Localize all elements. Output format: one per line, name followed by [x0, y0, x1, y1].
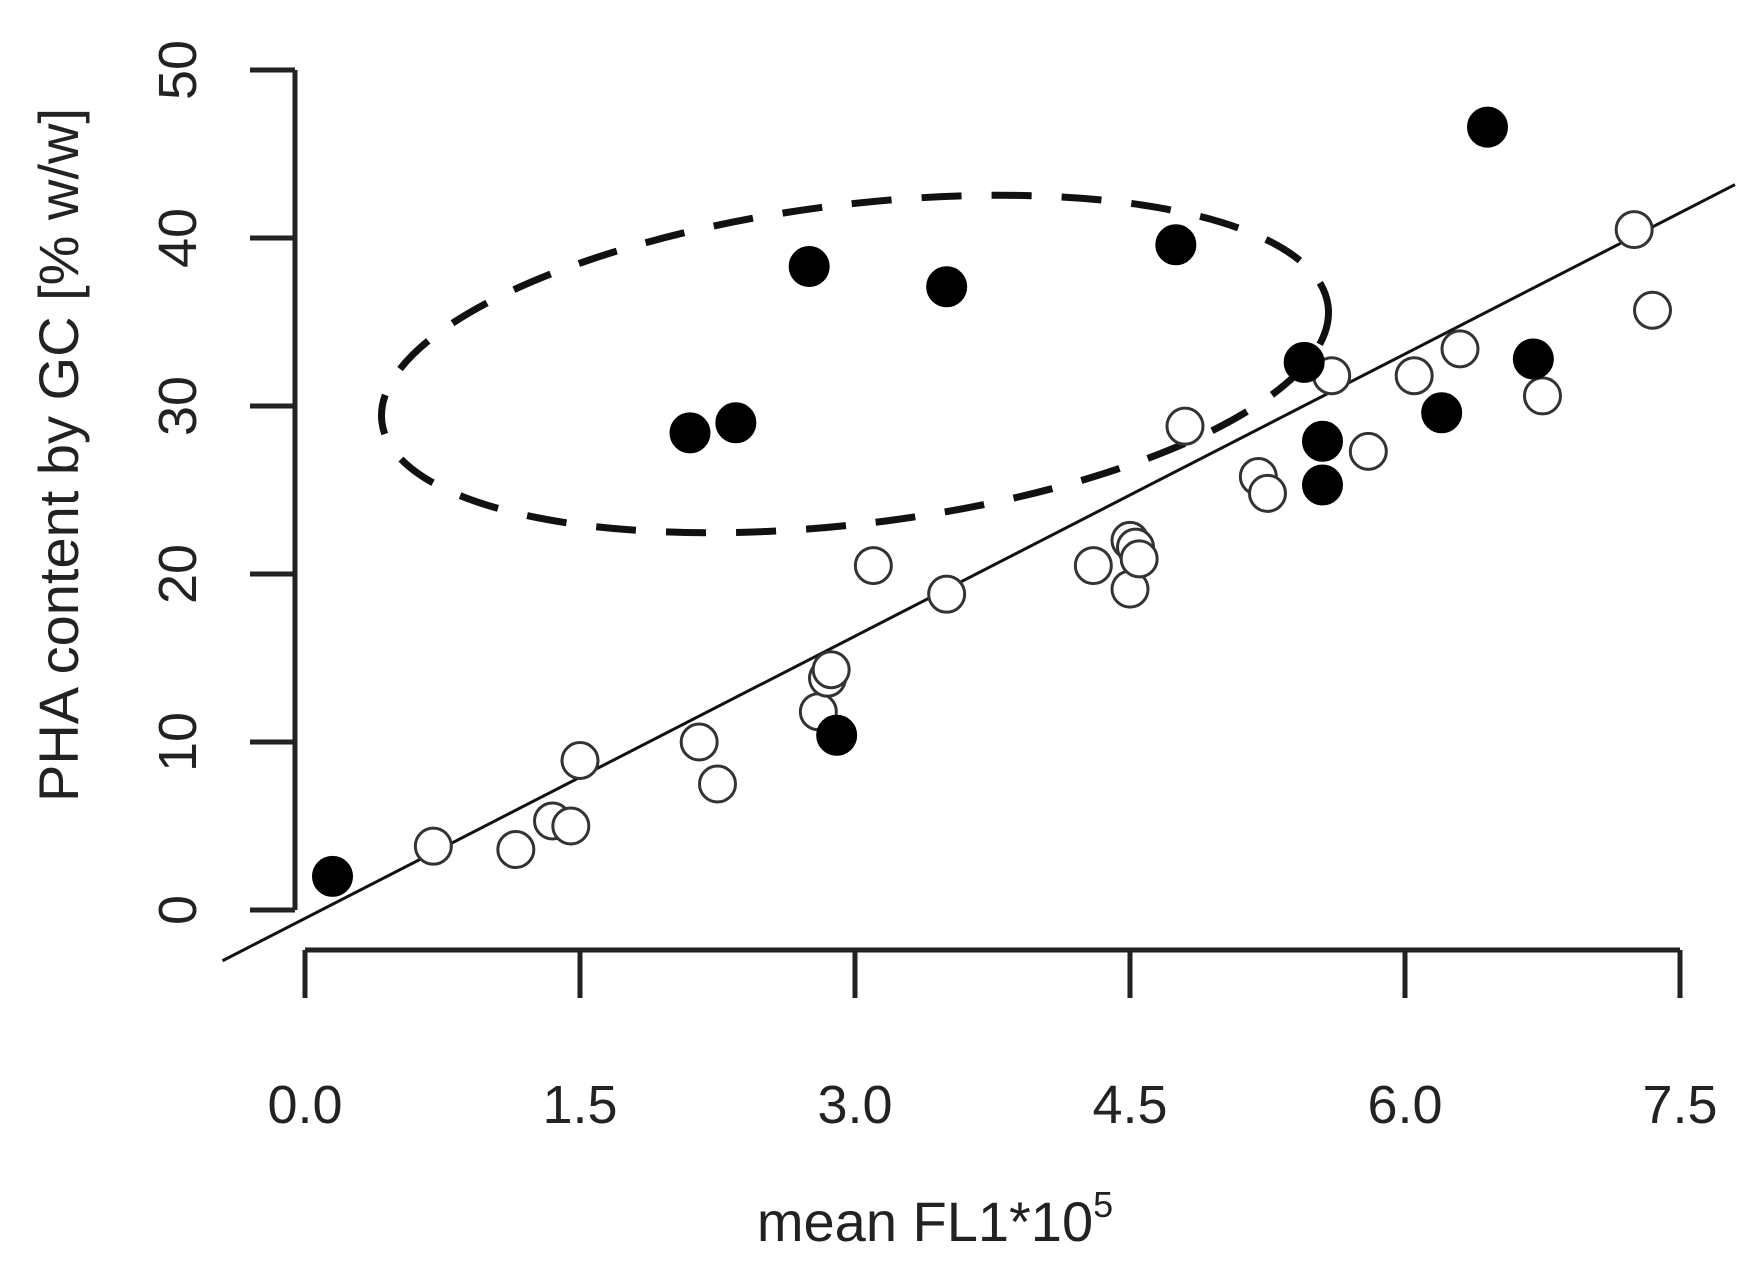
open-circle-point [698, 764, 737, 804]
open-circle-point [496, 830, 536, 870]
axis-labels-layer: mean FL1*105 PHA content by GC [% w/w] [27, 108, 1113, 1253]
open-circle-point [413, 826, 453, 866]
open-circle-point [551, 806, 591, 846]
open-circle-point [1633, 290, 1672, 330]
open-circle-point [1394, 356, 1434, 396]
open-circle-point [1073, 546, 1113, 586]
filled-circle-point [1283, 341, 1325, 383]
filled-circle-point [715, 402, 757, 444]
x-tick-label: 7.5 [1642, 1075, 1717, 1135]
open-circle-point [1248, 473, 1287, 513]
axes-layer: 0 10 20 30 40 50 0.0 1.5 3.0 4.5 6.0 7.5 [148, 40, 1718, 1135]
filled-circle-point [1467, 106, 1508, 148]
open-circle-point [853, 546, 893, 586]
filled-circle-point [1421, 392, 1463, 434]
open-circle-point [1523, 376, 1562, 416]
filled-circle-point [312, 855, 353, 897]
x-axis-label: mean FL1*105 [757, 1184, 1113, 1253]
filled-circle-point [1512, 338, 1554, 380]
highlight-ellipse [377, 191, 1333, 537]
filled-circle-point [1302, 464, 1343, 506]
x-tick-label: 3.0 [817, 1075, 892, 1135]
open-circle-point [679, 722, 719, 762]
open-circle-point [560, 740, 600, 780]
filled-circle-point [926, 266, 968, 308]
open-circle-point [1440, 329, 1480, 369]
regression-layer [221, 183, 1736, 963]
filled-circle-point [816, 714, 858, 756]
open-circle-point [1119, 539, 1159, 579]
open-circle-point [1348, 431, 1388, 471]
y-tick-label: 20 [148, 544, 208, 604]
points-layer [312, 106, 1672, 897]
y-tick-label: 0 [148, 895, 208, 925]
y-tick-label: 10 [148, 712, 208, 772]
y-tick-label: 50 [148, 40, 208, 100]
open-circle-point [811, 650, 851, 690]
open-circle-point [1165, 406, 1205, 446]
filled-circle-point [669, 412, 711, 454]
x-tick-label: 1.5 [542, 1075, 617, 1135]
open-circle-point [927, 574, 967, 614]
filled-circle-point [788, 246, 830, 288]
x-tick-label: 4.5 [1092, 1075, 1167, 1135]
filled-circle-point [1155, 224, 1197, 266]
regression-line [221, 183, 1736, 963]
y-axis-label: PHA content by GC [% w/w] [27, 108, 90, 802]
open-circle-point [1614, 210, 1654, 250]
y-tick-label: 40 [148, 208, 208, 268]
highlight-ellipse-layer [377, 191, 1333, 537]
filled-circle-point [1302, 420, 1343, 462]
x-axis-label-superscript: 5 [1093, 1184, 1113, 1225]
x-tick-label: 6.0 [1367, 1075, 1442, 1135]
x-tick-label: 0.0 [267, 1075, 342, 1135]
y-tick-label: 30 [148, 376, 208, 436]
